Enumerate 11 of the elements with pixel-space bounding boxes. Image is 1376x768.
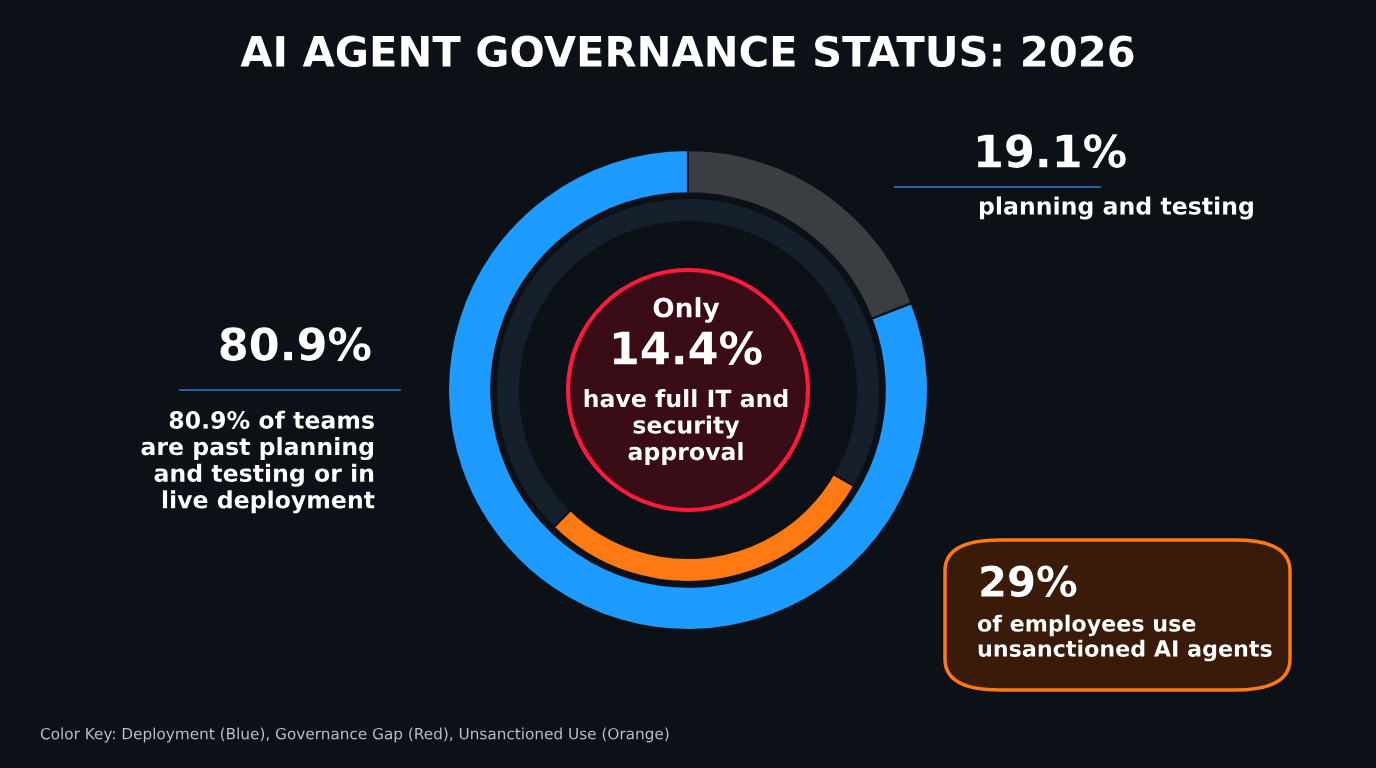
text: of employees use unsanctioned AI agents xyxy=(977,614,1272,662)
text: 14.4% xyxy=(613,331,762,365)
chart-title: AI AGENT GOVERNANCE STATUS: 2026 xyxy=(240,35,1134,68)
text: 19.1% xyxy=(978,134,1126,168)
text: 80.9% xyxy=(220,327,371,361)
text: 29% xyxy=(981,565,1077,598)
text: Only xyxy=(653,297,720,323)
text: have full IT and security approval xyxy=(584,389,788,465)
text: 80.9% of teams are past planning and testing or in live deployment xyxy=(141,410,375,514)
text: planning and testing xyxy=(979,196,1253,220)
text: Color Key: Deployment (Blue), Governance Gap (Red), Unsanctioned Use (Orange) xyxy=(40,727,669,743)
